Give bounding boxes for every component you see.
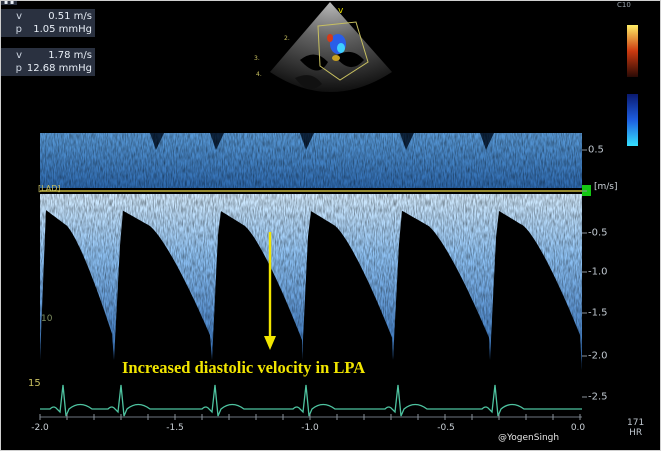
time-tick-label: -0.5 [437,423,455,433]
ecg-trace [40,384,582,417]
depth-tick-2: 2. [284,35,290,42]
measurement-value: 1.78 m/s [48,50,92,61]
measurement-pressure-2: p 12.68 mmHg [4,62,92,75]
velocity-scale-ticks [582,149,587,398]
time-axis-ticks [39,414,581,420]
velocity-tick-label: -1.0 [588,266,608,278]
time-tick-label: -2.0 [31,423,49,433]
time-tick-label: 0.0 [570,423,586,433]
heart-rate-readout: 171 HR [627,418,644,438]
measurement-value: 0.51 m/s [48,11,92,22]
velocity-tick-label: -0.5 [588,227,608,239]
measurement-key: v [16,50,22,61]
depth-marker-10: 10 [41,314,53,324]
annotation-arrow [264,232,276,350]
measurement-value: 12.68 mmHg [26,63,92,74]
color-bar-label: C10 [617,1,631,9]
time-tick-label: -1.5 [166,423,184,433]
velocity-tick-label: -2.5 [588,391,608,403]
depth-tick-3: 3. [254,55,260,62]
measurement-value: 1.05 mmHg [33,24,92,35]
author-credit: @YogenSingh [498,433,560,443]
echo-sector-image: v 2. 3. 4. [254,2,392,92]
measurement-velocity-1: v 0.51 m/s [4,10,92,23]
measurement-key: p [15,24,22,35]
depth-tick-4: 4. [256,71,262,78]
time-tick-label: -1.0 [301,423,319,433]
velocity-tick-label: 0.5 [588,144,604,156]
heart-rate-unit: HR [629,428,643,438]
measurement-velocity-2: v 1.78 m/s [4,49,92,62]
sector-marker-v: v [338,6,344,16]
velocity-tick-label: -2.0 [588,350,608,362]
baseline-tag: [LAD] [38,184,61,193]
measurement-box-1: v 0.51 m/s p 1.05 mmHg [1,9,95,37]
measurement-pressure-1: p 1.05 mmHg [4,23,92,36]
measurement-box-2: v 1.78 m/s p 12.68 mmHg [1,48,95,76]
color-bar-lower [627,94,638,146]
heart-rate-value: 171 [627,418,645,428]
measurement-key: v [16,11,22,22]
doppler-spectrum [40,133,582,370]
measurement-key: p [15,63,22,74]
depth-marker-15: 15 [28,378,41,389]
annotation-text: Increased diastolic velocity in LPA [122,358,366,377]
velocity-tick-label: -1.5 [588,307,608,319]
color-bar-upper [627,25,638,77]
measurement-header: ▪ ▪ [1,0,18,6]
velocity-unit-label: [m/s] [594,182,618,192]
